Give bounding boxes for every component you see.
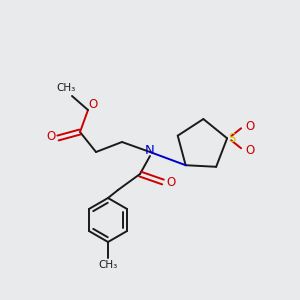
Text: O: O	[245, 120, 255, 133]
Text: N: N	[145, 143, 155, 157]
Text: O: O	[167, 176, 176, 188]
Text: O: O	[46, 130, 56, 143]
Text: O: O	[88, 98, 98, 112]
Text: CH₃: CH₃	[98, 260, 118, 270]
Text: O: O	[245, 144, 255, 157]
Text: CH₃: CH₃	[56, 83, 76, 93]
Text: S: S	[228, 132, 236, 145]
